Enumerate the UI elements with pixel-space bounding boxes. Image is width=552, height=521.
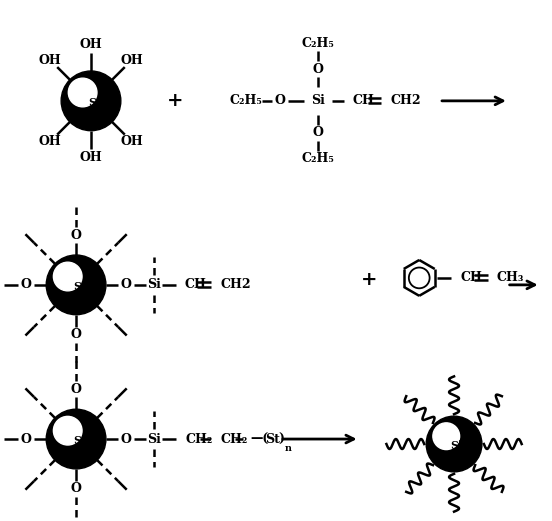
Text: O: O	[71, 328, 82, 341]
Text: OH: OH	[39, 135, 62, 148]
Text: O: O	[21, 432, 32, 445]
Text: +: +	[361, 271, 378, 289]
Text: CH2: CH2	[390, 94, 421, 107]
Text: CH: CH	[460, 271, 482, 284]
Text: CH: CH	[184, 278, 206, 291]
Text: O: O	[312, 126, 323, 139]
Text: C₂H₅: C₂H₅	[301, 152, 334, 165]
Text: OH: OH	[120, 54, 143, 67]
Text: Si: Si	[311, 94, 325, 107]
Text: Si: Si	[73, 281, 85, 292]
Text: Si: Si	[147, 432, 161, 445]
Text: O: O	[71, 383, 82, 396]
Text: OH: OH	[79, 38, 102, 51]
Text: Si: Si	[450, 440, 463, 451]
Text: CH₂: CH₂	[220, 432, 248, 445]
Circle shape	[426, 416, 482, 472]
Text: n: n	[285, 444, 292, 453]
Text: O: O	[71, 229, 82, 242]
Text: CH₂: CH₂	[185, 432, 213, 445]
Text: CH: CH	[353, 94, 374, 107]
Text: ): )	[278, 432, 284, 445]
Text: O: O	[71, 482, 82, 495]
Text: C₂H₅: C₂H₅	[230, 94, 263, 107]
Text: OH: OH	[79, 151, 102, 164]
Text: O: O	[312, 63, 323, 76]
Text: Si: Si	[73, 435, 85, 446]
Circle shape	[433, 423, 460, 450]
Text: O: O	[120, 432, 131, 445]
Circle shape	[61, 71, 121, 131]
Text: +: +	[167, 92, 184, 110]
Text: CH2: CH2	[220, 278, 251, 291]
Circle shape	[46, 255, 106, 315]
Text: Si: Si	[88, 97, 100, 108]
Circle shape	[68, 78, 97, 107]
Circle shape	[46, 409, 106, 469]
Text: Si: Si	[147, 278, 161, 291]
Text: OH: OH	[39, 54, 62, 67]
Text: CH₃: CH₃	[497, 271, 524, 284]
Text: —(: —(	[250, 432, 268, 445]
Text: O: O	[21, 278, 32, 291]
Text: C₂H₅: C₂H₅	[301, 36, 334, 49]
Text: O: O	[274, 94, 285, 107]
Text: St: St	[265, 432, 280, 445]
Circle shape	[54, 262, 82, 291]
Text: O: O	[120, 278, 131, 291]
Text: OH: OH	[120, 135, 143, 148]
Circle shape	[54, 416, 82, 445]
